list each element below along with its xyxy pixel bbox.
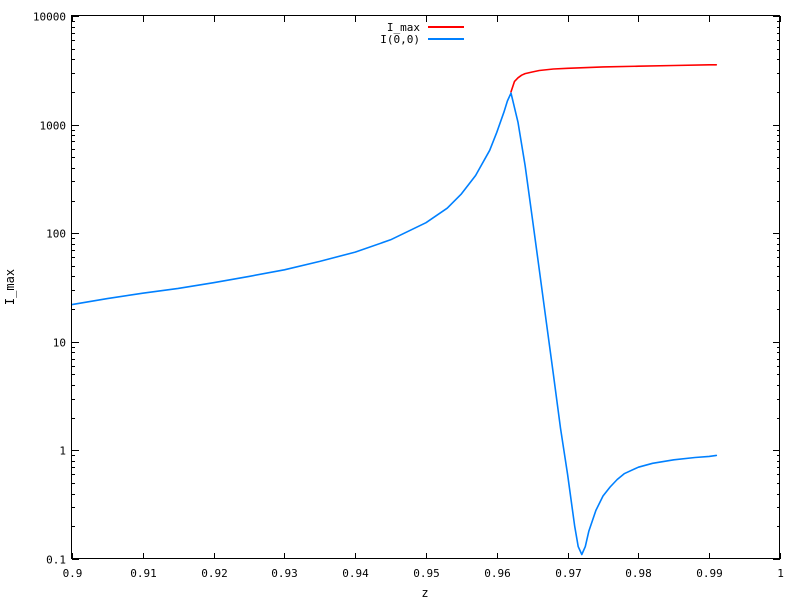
y-tick-label: 100: [46, 228, 66, 241]
legend-label: I(0,0): [380, 33, 420, 46]
plot-frame: [71, 15, 780, 559]
x-tick-label: 0.96: [484, 567, 511, 580]
x-tick-label: 0.94: [342, 567, 369, 580]
x-tick-label: 0.93: [271, 567, 298, 580]
x-tick-label: 0.99: [696, 567, 723, 580]
y-tick-label: 1: [59, 445, 66, 458]
x-tick-label: 0.97: [555, 567, 582, 580]
y-axis-label: I_max: [3, 269, 17, 305]
series-line-i-0-0: [71, 92, 718, 556]
x-tick-label: 0.98: [625, 567, 652, 580]
x-tick-label: 0.91: [130, 567, 157, 580]
y-tick-label: 1000: [40, 120, 67, 133]
series-layer: [71, 64, 718, 556]
y-tick-label: 10: [53, 337, 66, 350]
x-tick-label: 0.92: [201, 567, 228, 580]
y-tick-label: 10000: [33, 11, 66, 24]
x-axis-label: z: [421, 586, 428, 600]
legend-label: I_max: [387, 21, 420, 34]
ticks-layer: 0.9 0.91 0.92 0.93 0.94 0.95 0.96 0.97 0.98 0.99 1…: [33, 11, 784, 581]
y-tick-label: 0.1: [46, 554, 66, 567]
series-line-i-max: [510, 64, 718, 93]
x-tick-label: 1: [777, 567, 784, 580]
x-tick-label: 0.9: [63, 567, 83, 580]
x-tick-label: 0.95: [413, 567, 440, 580]
